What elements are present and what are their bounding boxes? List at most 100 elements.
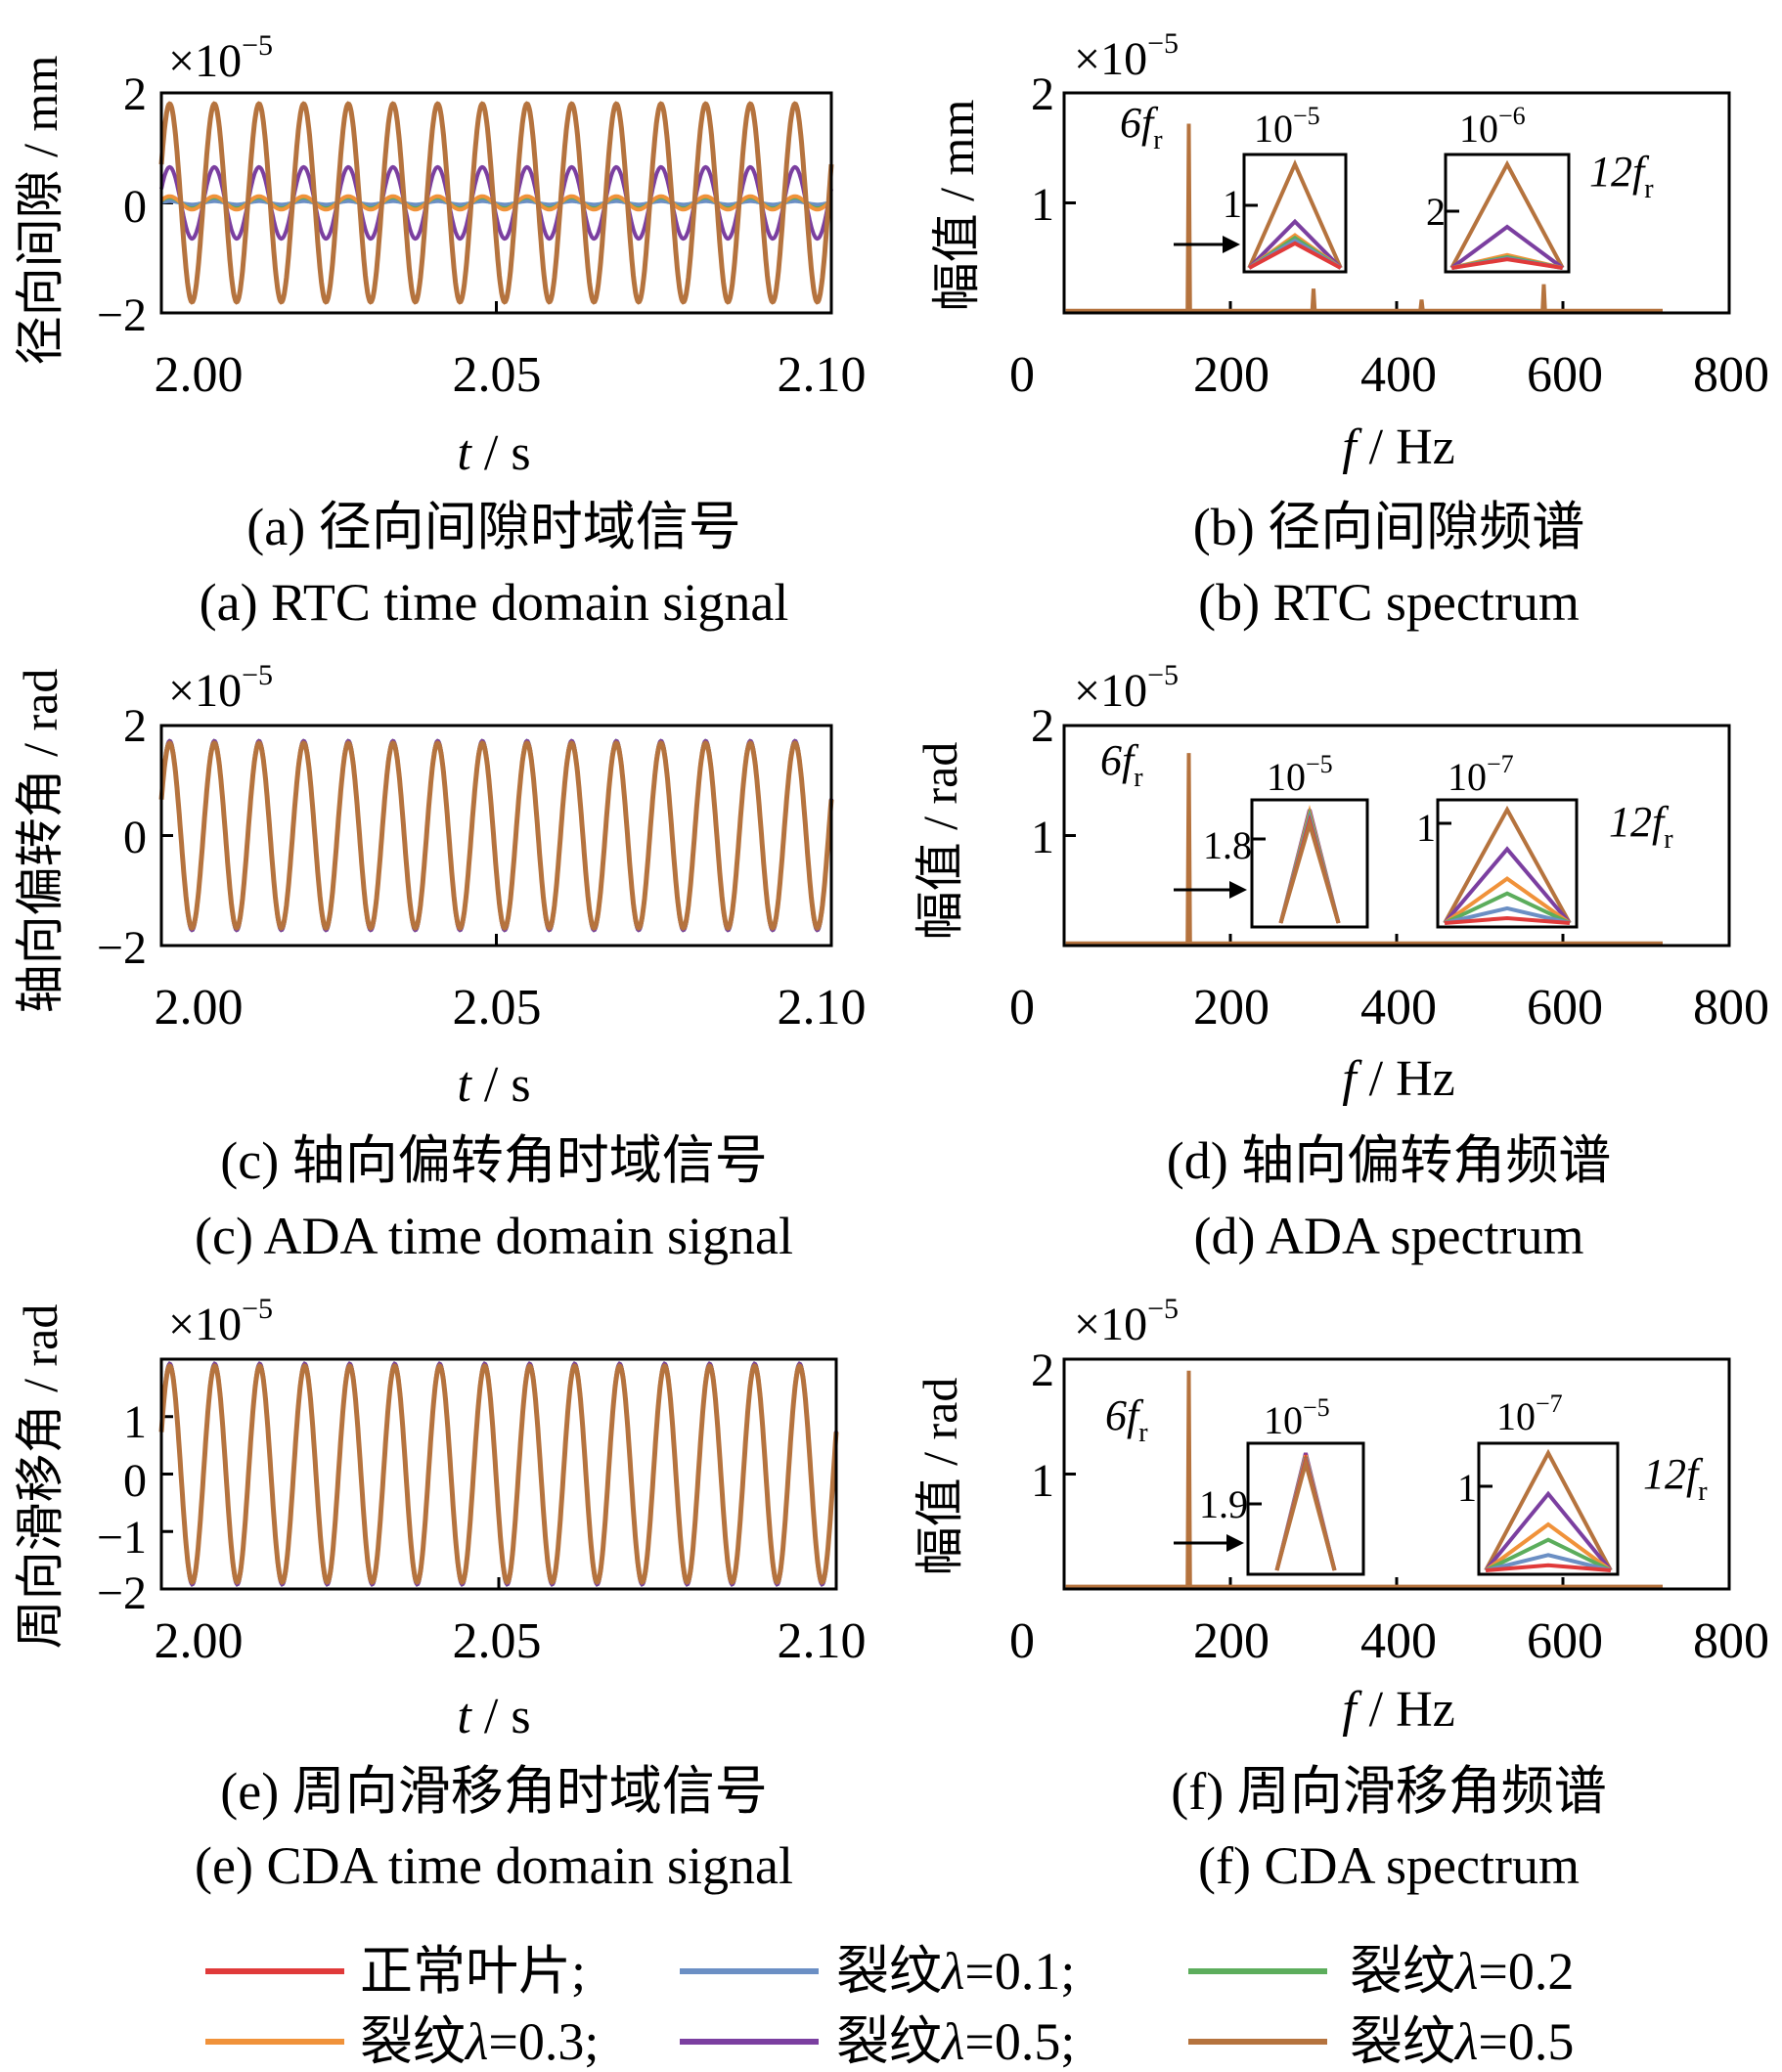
inset-arrow-head: [1229, 881, 1247, 899]
y-tick-label: 1: [1031, 812, 1054, 863]
panel-e-xticks: 2.00 2.05 2.10: [155, 1613, 867, 1669]
inset2-series-normal-blade: [1485, 1563, 1612, 1572]
series-line-crack-0.2: [159, 1361, 838, 1587]
x-tick-label: 800: [1693, 347, 1769, 403]
panel-c: ×10−5 轴向偏转角 / rad −2 0 2 2.00 2.05 2.10 …: [13, 659, 867, 1265]
inset1-panel: [1246, 1441, 1365, 1576]
panel-f-caption-cn: (f) 周向滑移角频谱: [1171, 1762, 1606, 1821]
panel-f-caption-en: (f) CDA spectrum: [1198, 1836, 1580, 1895]
x-tick-label: 2.10: [778, 347, 867, 403]
inset2-series-crack-0.1: [1444, 905, 1571, 925]
panel-d-scale: ×10−5: [1074, 659, 1179, 717]
y-tick-label: 2: [1031, 1345, 1054, 1396]
peak-label-12fr: 12fr: [1643, 1450, 1708, 1507]
inset2-series-crack-0.3: [1484, 1521, 1613, 1572]
peak-label-6fr: 6fr: [1105, 1391, 1148, 1448]
panel-a-ylabel: 径向间隙 / mm: [13, 56, 67, 366]
x-tick-label: 0: [1009, 1613, 1035, 1669]
x-tick-label: 800: [1693, 980, 1769, 1036]
peak-label-6fr: 6fr: [1100, 736, 1143, 793]
panel-b-xticks: 0 200 400 600 800: [1009, 347, 1769, 403]
inset-arrow-head: [1223, 236, 1240, 253]
panel-d-xlabel: f / Hz: [1342, 1051, 1455, 1107]
inset1-panel: [1242, 153, 1348, 274]
panel-d-caption-cn: (d) 轴向偏转角频谱: [1167, 1131, 1611, 1190]
panel-f-scale: ×10−5: [1074, 1293, 1179, 1350]
y-tick-label: 0: [123, 1455, 147, 1507]
panel-c-ylabel: 轴向偏转角 / rad: [13, 669, 67, 1014]
legend-label: 正常叶片;: [360, 1942, 586, 2001]
x-tick-label: 2.00: [155, 347, 244, 403]
panel-d-caption-en: (d) ADA spectrum: [1194, 1207, 1584, 1265]
y-tick-label: 1: [1031, 1455, 1054, 1507]
panel-e: ×10−5 周向滑移角 / rad −2 −1 0 1 2.00 2.05 2.…: [13, 1293, 867, 1895]
spectrum-line: [1065, 753, 1663, 946]
panel-a: ×10−5 径向间隙 / mm −2 0 2 2.00 2.05 2.10 t …: [13, 29, 867, 632]
y-tick-label: 2: [1031, 68, 1054, 120]
panel-a-scale: ×10−5: [168, 29, 273, 87]
inset1-series-crack-0.5a: [1247, 218, 1343, 270]
inset1-tick: 1.9: [1199, 1482, 1248, 1526]
inset1-panel: [1250, 798, 1369, 929]
panel-d-plot: [1062, 724, 1731, 948]
panel-e-scale: ×10−5: [168, 1293, 273, 1350]
plot-frame: [1062, 1357, 1731, 1591]
x-tick-label: 2.05: [453, 980, 542, 1036]
panel-b-xlabel: f / Hz: [1342, 419, 1455, 475]
inset1-tick: 1: [1223, 182, 1242, 226]
panel-c-caption-en: (c) ADA time domain signal: [195, 1207, 793, 1265]
inset2-series-crack-0.5b: [1443, 805, 1572, 924]
y-tick-label: 2: [123, 68, 147, 120]
panel-d: ×10−5 幅值 / rad 1 2 0 200 400 600 800 6fr…: [913, 659, 1769, 1265]
inset1-scale: 10−5: [1254, 102, 1320, 151]
panel-c-xticks: 2.00 2.05 2.10: [155, 980, 867, 1036]
inset2-series-crack-0.5a: [1443, 846, 1572, 925]
panel-c-xlabel: t / s: [457, 1057, 530, 1113]
x-tick-label: 2.05: [453, 1613, 542, 1669]
spectrum-line: [1065, 123, 1663, 313]
series-line-crack-0.5a: [159, 1361, 838, 1587]
panel-f-xticks: 0 200 400 600 800: [1009, 1613, 1769, 1669]
plot-frame: [159, 724, 833, 948]
series-line-normal-blade: [159, 1362, 838, 1586]
peak-label-12fr: 12fr: [1609, 798, 1673, 855]
panel-a-plot: [158, 91, 834, 315]
inset2-tick: 1: [1416, 806, 1436, 850]
peak-label-12fr: 12fr: [1589, 148, 1654, 204]
x-tick-label: 600: [1527, 980, 1603, 1036]
x-tick-label: 0: [1009, 347, 1035, 403]
inset1-series-crack-0.5b: [1278, 816, 1341, 924]
inset2-series-crack-0.2: [1485, 1537, 1612, 1572]
panel-e-ylabel: 周向滑移角 / rad: [13, 1304, 67, 1650]
plot-frame: [1062, 724, 1731, 948]
series-line-crack-0.5b: [158, 1363, 839, 1585]
panel-d-ylabel: 幅值 / rad: [913, 742, 967, 941]
panel-e-plot: [158, 1357, 839, 1591]
inset2-panel: [1477, 1441, 1620, 1576]
series-line-crack-0.5a: [159, 738, 833, 933]
spectrum-line: [1065, 1370, 1663, 1589]
x-tick-label: 200: [1193, 347, 1270, 403]
panel-f-plot: [1062, 1357, 1731, 1591]
legend-label: 裂纹λ=0.2: [1350, 1942, 1574, 2001]
y-tick-label: 0: [123, 812, 147, 863]
peak-label-6fr: 6fr: [1120, 99, 1163, 155]
panel-a-caption-cn: (a) 径向间隙时域信号: [246, 498, 740, 556]
series-line-crack-0.2: [159, 738, 833, 933]
inset2-series-crack-0.1: [1485, 1553, 1612, 1572]
x-tick-label: 600: [1527, 347, 1603, 403]
panel-b: ×10−5 幅值 / mm 1 2 0 200 400 600 800 6fr …: [929, 27, 1769, 632]
x-tick-label: 0: [1009, 980, 1035, 1036]
x-tick-label: 2.00: [155, 980, 244, 1036]
y-tick-label: 1: [123, 1396, 147, 1448]
inset2-tick: 1: [1457, 1466, 1477, 1510]
inset2-series-normal-blade: [1450, 257, 1564, 270]
inset-arrow-head: [1226, 1534, 1244, 1552]
x-tick-label: 600: [1527, 1613, 1603, 1669]
panel-e-caption-cn: (e) 周向滑移角时域信号: [220, 1762, 767, 1821]
x-tick-label: 2.00: [155, 1613, 244, 1669]
inset2-panel: [1436, 798, 1579, 929]
inset2-scale: 10−7: [1448, 750, 1514, 799]
inset2-scale: 10−6: [1459, 102, 1526, 151]
plot-frame: [159, 1357, 838, 1591]
